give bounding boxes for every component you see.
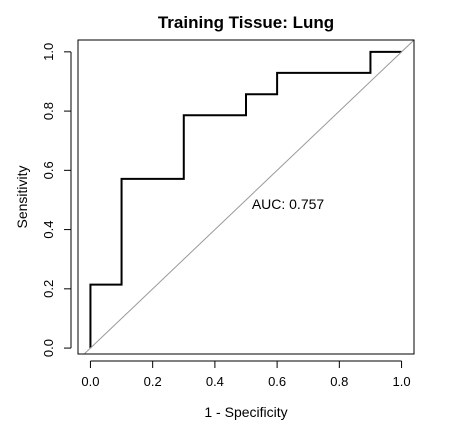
auc-annotation: AUC: 0.757 (252, 196, 325, 212)
y-tick-label: 1.0 (41, 43, 56, 61)
y-tick-label: 0.2 (41, 280, 56, 298)
reference-diagonal-line (83, 40, 414, 354)
y-tick-label: 0.6 (41, 161, 56, 179)
x-axis-label: 1 - Specificity (204, 404, 287, 420)
x-tick-label: 0.2 (144, 374, 162, 389)
x-tick-label: 0.6 (268, 374, 286, 389)
y-tick-label: 0.4 (41, 221, 56, 239)
x-tick-label: 0.4 (206, 374, 224, 389)
roc-curve-line (89, 50, 402, 349)
chart-title: Training Tissue: Lung (158, 13, 334, 32)
x-tick-label: 0.0 (81, 374, 99, 389)
x-tick-label: 0.8 (330, 374, 348, 389)
x-tick-label: 1.0 (393, 374, 411, 389)
plot-frame (77, 39, 415, 355)
y-tick-label: 0.0 (41, 339, 56, 357)
plot-area: 0.0 0.2 0.4 0.6 0.8 1.0 0.0 0.2 0.4 0.6 0.8 1.0 (41, 39, 415, 389)
y-axis-label: Sensitivity (14, 165, 30, 228)
y-tick-label: 0.8 (41, 102, 56, 120)
